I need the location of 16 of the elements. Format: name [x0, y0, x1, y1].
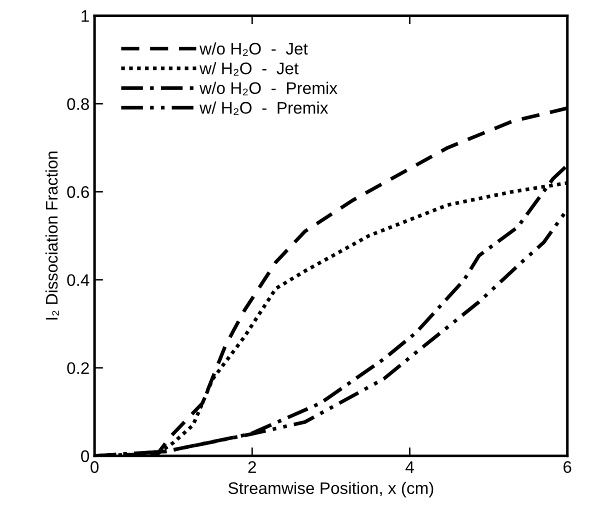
legend-label: w/o H₂O - Jet: [200, 42, 308, 56]
legend-label: w/o H₂O - Premix: [200, 82, 338, 96]
legend-label: w/ H₂O - Jet: [200, 62, 299, 76]
y-tick-label: 1: [82, 10, 89, 22]
y-tick-label: 0.6: [67, 186, 89, 198]
x-tick-label: 6: [564, 461, 572, 473]
y-axis-title: I₂ Dissociation Fraction: [45, 152, 59, 320]
legend-label: w/ H₂O - Premix: [200, 101, 328, 115]
y-tick-label: 0: [81, 450, 90, 462]
x-tick-label: 2: [248, 461, 256, 473]
x-axis-title: Streamwise Position, x (cm): [228, 482, 434, 498]
x-tick-label: 0: [90, 461, 99, 473]
y-tick-label: 0.8: [67, 98, 89, 110]
y-tick-label: 0.2: [67, 362, 89, 374]
y-tick-label: 0.4: [67, 274, 90, 286]
x-tick-label: 4: [406, 461, 414, 473]
